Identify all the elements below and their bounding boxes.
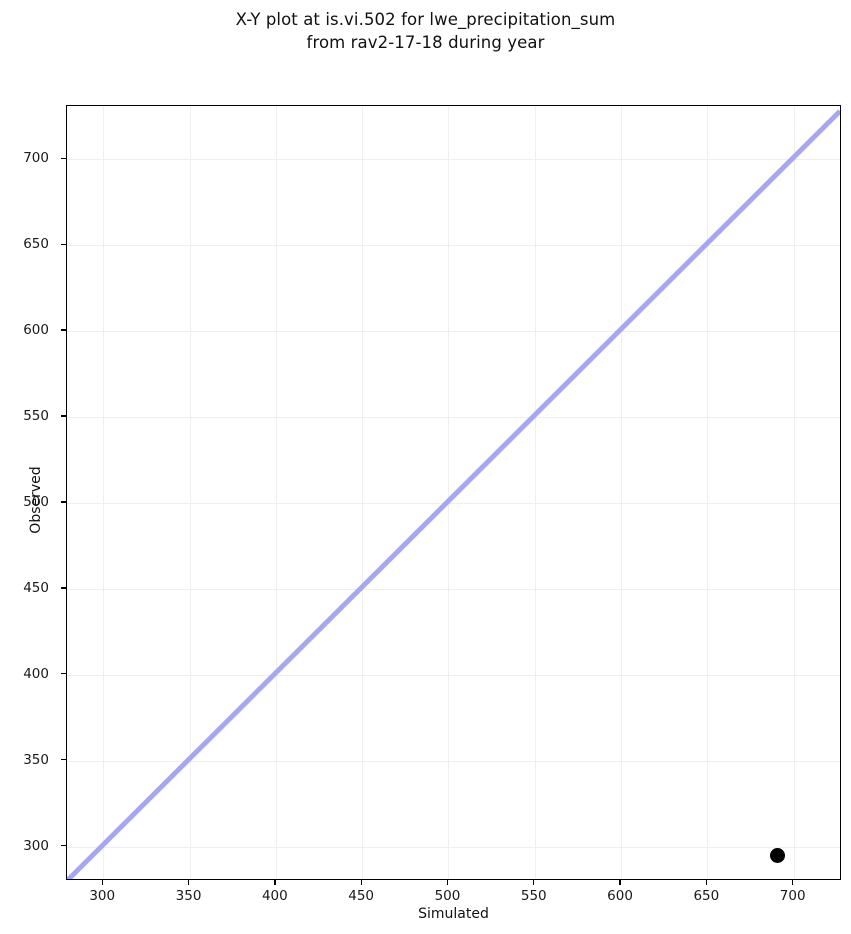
y-tick-label: 600 [23,322,49,339]
y-tick-mark [61,673,66,675]
y-tick-label: 450 [23,579,49,596]
gridline-vertical [534,106,536,879]
gridline-vertical [103,106,105,879]
gridline-horizontal [67,502,840,504]
chart-title-line-1: X-Y plot at is.vi.502 for lwe_precipitat… [235,10,616,29]
data-point-marker [769,848,785,864]
gridline-horizontal [67,760,840,762]
x-tick-mark [360,880,362,885]
x-tick-mark [274,880,276,885]
gridline-vertical [793,106,795,879]
x-tick-label: 600 [607,888,633,904]
y-tick-label: 300 [23,837,49,854]
gridline-vertical [448,106,450,879]
y-tick-label: 550 [23,408,49,425]
x-tick-label: 650 [693,888,720,904]
x-tick-label: 300 [89,888,116,904]
gridline-horizontal [67,417,840,419]
gridline-vertical [362,106,364,879]
y-tick-mark [61,415,66,417]
x-tick-mark [187,880,190,885]
gridline-vertical [621,106,623,879]
y-axis-label: Observed [28,466,44,534]
x-tick-label: 500 [434,888,461,904]
y-tick-mark [61,157,66,159]
gridline-horizontal [67,674,840,676]
gridline-horizontal [67,331,840,333]
y-tick-mark [61,501,66,503]
x-tick-mark [619,880,621,885]
x-tick-mark [533,880,535,885]
chart-title: X-Y plot at is.vi.502 for lwe_precipitat… [0,8,851,54]
gridline-vertical [275,106,277,879]
x-axis-label: Simulated [418,906,489,922]
x-tick-label: 400 [261,888,288,904]
gridline-horizontal [67,245,840,247]
y-tick-mark [61,844,66,847]
plot-area [66,105,841,880]
gridline-horizontal [67,588,840,590]
gridline-horizontal [67,846,840,848]
x-tick-label: 700 [779,888,806,904]
y-tick-mark [61,759,66,761]
one-to-one-reference-line [67,109,840,879]
y-tick-mark [61,243,66,245]
gridline-vertical [189,106,191,879]
y-tick-label: 650 [23,236,49,253]
y-tick-label: 350 [23,751,49,768]
y-tick-label: 500 [23,493,49,510]
y-tick-label: 700 [23,150,49,167]
x-tick-mark [446,880,449,885]
gridline-vertical [707,106,709,879]
x-tick-label: 450 [348,888,375,904]
x-tick-label: 350 [175,888,202,904]
y-tick-mark [61,329,66,331]
x-tick-mark [792,880,794,885]
y-tick-mark [61,587,66,589]
x-tick-mark [705,880,708,885]
x-tick-label: 550 [520,888,547,904]
x-tick-mark [101,880,103,885]
gridline-horizontal [67,159,840,161]
y-tick-label: 400 [23,665,49,682]
chart-title-line-2: from rav2-17-18 during year [306,33,545,52]
